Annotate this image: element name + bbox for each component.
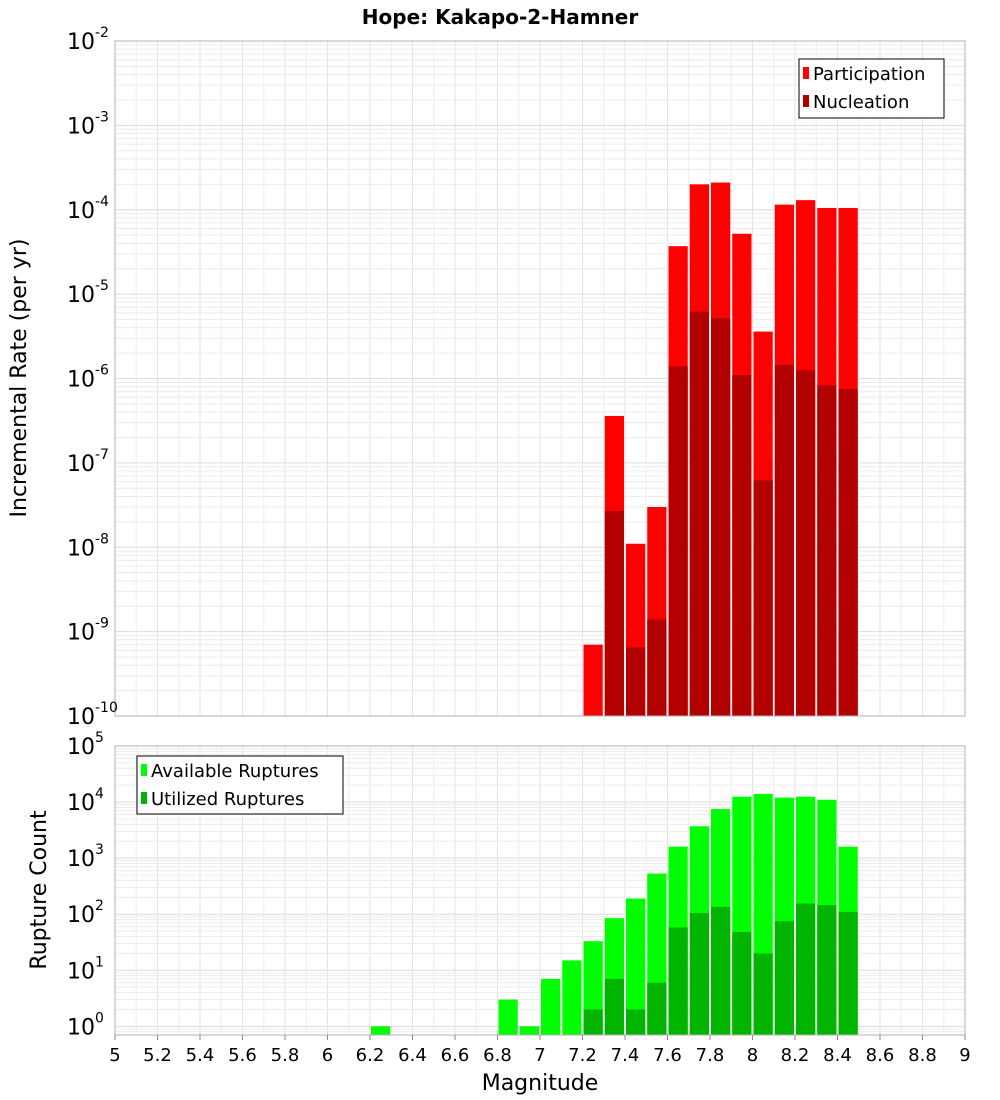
bar-nucleation	[838, 389, 858, 716]
bar-nucleation	[626, 647, 646, 716]
y-tick-label: 104	[67, 786, 104, 816]
rate-y-axis-label: Incremental Rate (per yr)	[7, 239, 32, 518]
x-axis-label: Magnitude	[482, 1071, 599, 1096]
y-tick-label: 100	[67, 1010, 104, 1040]
x-tick-label: 6.6	[441, 1045, 470, 1066]
bar-utilized-ruptures	[604, 978, 624, 1035]
x-tick-label: 7.4	[611, 1045, 640, 1066]
series-nucleation	[604, 311, 858, 716]
x-tick-label: 8	[747, 1045, 758, 1066]
bar-participation	[583, 644, 603, 716]
x-tick-label: 5.8	[271, 1045, 300, 1066]
bar-utilized-ruptures	[689, 913, 709, 1035]
chart-title: Hope: Kakapo-2-Hamner	[362, 5, 639, 29]
bar-available-ruptures	[371, 1026, 391, 1035]
bar-nucleation	[689, 311, 709, 716]
x-tick-label: 5.2	[143, 1045, 172, 1066]
bar-utilized-ruptures	[583, 1009, 603, 1035]
y-tick-label: 101	[67, 954, 104, 984]
count-y-ticks: 100 101 102 103 104 105	[67, 730, 104, 1040]
count-y-axis-label: Rupture Count	[27, 810, 52, 970]
legend-swatch-participation	[803, 67, 809, 79]
legend-swatch-utilized-ruptures	[141, 792, 147, 804]
bar-nucleation	[774, 364, 794, 716]
y-tick-label: 10-6	[67, 363, 109, 393]
y-tick-label: 10-4	[67, 194, 109, 224]
bar-utilized-ruptures	[711, 906, 731, 1035]
y-tick-label: 10-7	[67, 447, 109, 477]
rate-grid	[115, 41, 965, 716]
bar-available-ruptures	[626, 898, 646, 1035]
x-tick-label: 5.6	[228, 1045, 257, 1066]
rate-plot-frame	[114, 40, 966, 717]
bar-nucleation	[796, 370, 816, 716]
x-ticks: 5 5.2 5.4 5.6 5.8 6 6.2 6.4 6.6 6.8 7 7.2 7.4 7.6 7.8 8…	[109, 1035, 971, 1066]
bar-utilized-ruptures	[838, 911, 858, 1035]
rate-y-ticks: 10-10 10-9 10-8 10-7 10-6 10-5 10-4 10-3 10-2	[67, 25, 118, 730]
x-tick-label: 8.8	[908, 1045, 937, 1066]
x-tick-label: 8.2	[781, 1045, 810, 1066]
bar-nucleation	[711, 318, 731, 716]
legend-box	[136, 755, 344, 815]
x-tick-label: 9	[959, 1045, 970, 1066]
bar-available-ruptures	[562, 960, 582, 1035]
series-utilized-ruptures	[583, 903, 858, 1035]
bar-utilized-ruptures	[753, 953, 773, 1035]
y-tick-label: 10-2	[67, 25, 109, 55]
x-tick-label: 8.4	[823, 1045, 852, 1066]
legend-swatch-nucleation	[803, 95, 809, 107]
x-tick-label: 7.6	[653, 1045, 682, 1066]
y-tick-label: 10-8	[67, 531, 109, 561]
legend-label-available-ruptures: Available Ruptures	[151, 761, 319, 782]
x-tick-label: 7	[534, 1045, 545, 1066]
bar-available-ruptures	[541, 978, 561, 1035]
y-tick-label: 10-5	[67, 278, 109, 308]
y-tick-label: 102	[67, 898, 104, 928]
rupture-count-panel: 100 101 102 103 104 105 5 5.2 5.4 5.6 5.8 6 6.2 6.4 6.…	[67, 730, 971, 1066]
x-tick-label: 6	[322, 1045, 333, 1066]
x-tick-label: 6.4	[398, 1045, 427, 1066]
bar-nucleation	[817, 385, 837, 716]
y-tick-label: 10-10	[67, 700, 118, 730]
x-tick-label: 6.8	[483, 1045, 512, 1066]
count-legend: Available Ruptures Utilized Ruptures	[136, 755, 344, 815]
bar-utilized-ruptures	[732, 932, 752, 1035]
x-tick-label: 6.2	[356, 1045, 385, 1066]
bar-nucleation	[753, 480, 773, 716]
x-tick-label: 7.8	[696, 1045, 725, 1066]
legend-label-participation: Participation	[813, 64, 925, 85]
y-tick-label: 105	[67, 730, 104, 760]
bar-nucleation	[604, 510, 624, 716]
bar-utilized-ruptures	[817, 905, 837, 1035]
x-tick-label: 7.2	[568, 1045, 597, 1066]
bar-nucleation	[647, 619, 667, 716]
bar-available-ruptures	[519, 1026, 539, 1035]
x-tick-label: 5.4	[186, 1045, 215, 1066]
bar-utilized-ruptures	[647, 982, 667, 1035]
bar-utilized-ruptures	[796, 903, 816, 1035]
rate-bars	[583, 182, 858, 716]
bar-utilized-ruptures	[668, 927, 688, 1035]
count-bars	[371, 793, 858, 1035]
bar-available-ruptures	[498, 999, 518, 1035]
y-tick-label: 10-9	[67, 616, 109, 646]
rate-legend: Participation Nucleation	[798, 58, 945, 119]
bar-utilized-ruptures	[774, 921, 794, 1035]
y-tick-label: 10-3	[67, 109, 109, 139]
bar-nucleation	[732, 375, 752, 716]
bar-utilized-ruptures	[626, 1009, 646, 1035]
legend-label-utilized-ruptures: Utilized Ruptures	[151, 789, 304, 810]
legend-label-nucleation: Nucleation	[813, 92, 909, 113]
x-tick-label: 5	[109, 1045, 120, 1066]
bar-nucleation	[668, 366, 688, 716]
rate-panel: 10-10 10-9 10-8 10-7 10-6 10-5 10-4 10-3 10-2 Par…	[67, 25, 966, 730]
y-tick-label: 103	[67, 842, 104, 872]
legend-box	[798, 58, 945, 119]
x-tick-label: 8.6	[866, 1045, 895, 1066]
legend-swatch-available-ruptures	[141, 764, 147, 776]
